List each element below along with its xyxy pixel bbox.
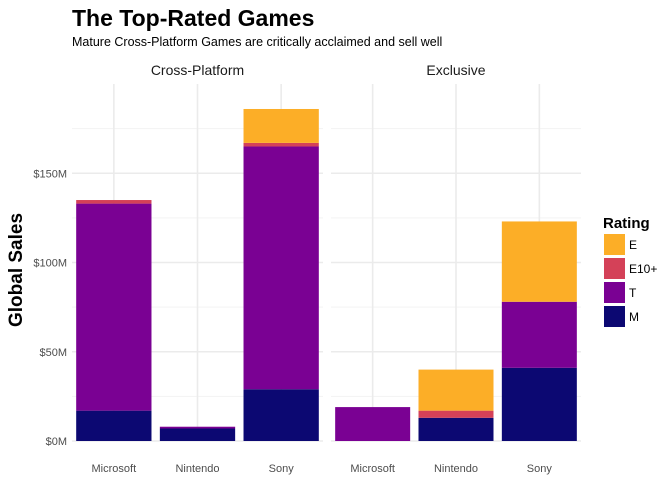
bar-cross-platform-sony-e — [243, 108, 319, 143]
chart-subtitle: Mature Cross-Platform Games are critical… — [72, 35, 442, 49]
bar-exclusive-nintendo-e10plus — [418, 410, 494, 418]
legend-swatch-t — [604, 282, 625, 303]
bar-exclusive-sony-e — [501, 221, 577, 302]
legend-label-m: M — [629, 310, 639, 324]
facet-label-cross-platform: Cross-Platform — [151, 62, 244, 78]
bar-cross-platform-sony-m — [243, 389, 319, 441]
bar-cross-platform-nintendo-m — [159, 428, 236, 441]
facet-label-exclusive: Exclusive — [426, 62, 485, 78]
legend-label-e10plus: E10+ — [629, 262, 657, 276]
x-tick-label: Sony — [269, 463, 295, 475]
legend: Rating E E10+ TM — [603, 215, 657, 327]
chart-title: The Top-Rated Games — [72, 5, 314, 31]
legend-swatch-e10plus — [604, 258, 625, 279]
y-axis-label: Global Sales — [6, 213, 27, 327]
legend-swatch-m — [604, 306, 625, 327]
x-tick-label: Sony — [527, 463, 553, 475]
bar-exclusive-sony-t — [501, 301, 577, 368]
bar-cross-platform-microsoft-m — [76, 410, 152, 441]
x-tick-label: Nintendo — [175, 463, 219, 475]
y-tick-label: $100M — [33, 258, 67, 270]
y-tick-label: $0M — [46, 436, 67, 448]
x-tick-label: Microsoft — [350, 463, 395, 475]
bar-exclusive-microsoft-t — [335, 407, 411, 441]
bar-cross-platform-sony-e10plus — [243, 142, 319, 147]
legend-label-t: T — [629, 286, 637, 300]
bar-exclusive-nintendo-m — [418, 417, 494, 441]
legend-title: Rating — [603, 215, 650, 232]
bar-cross-platform-microsoft-e10plus — [76, 200, 152, 204]
legend-swatch-e — [604, 234, 625, 255]
bar-cross-platform-microsoft-t — [76, 203, 152, 411]
panel-cross-platform: Cross-Platform Microsoft Nintendo Sony — [72, 62, 323, 475]
y-tick-label: $50M — [39, 347, 67, 359]
x-tick-label: Microsoft — [92, 463, 137, 475]
x-tick-label: Nintendo — [434, 463, 478, 475]
y-tick-label: $150M — [33, 168, 67, 180]
legend-label-e: E — [629, 238, 637, 252]
panel-exclusive: Exclusive Microsoft Nintendo Sony — [331, 62, 581, 475]
bar-cross-platform-nintendo-t — [159, 426, 236, 429]
bar-exclusive-sony-m — [501, 367, 577, 441]
bar-cross-platform-sony-t — [243, 146, 319, 390]
bar-exclusive-nintendo-e — [418, 369, 494, 411]
